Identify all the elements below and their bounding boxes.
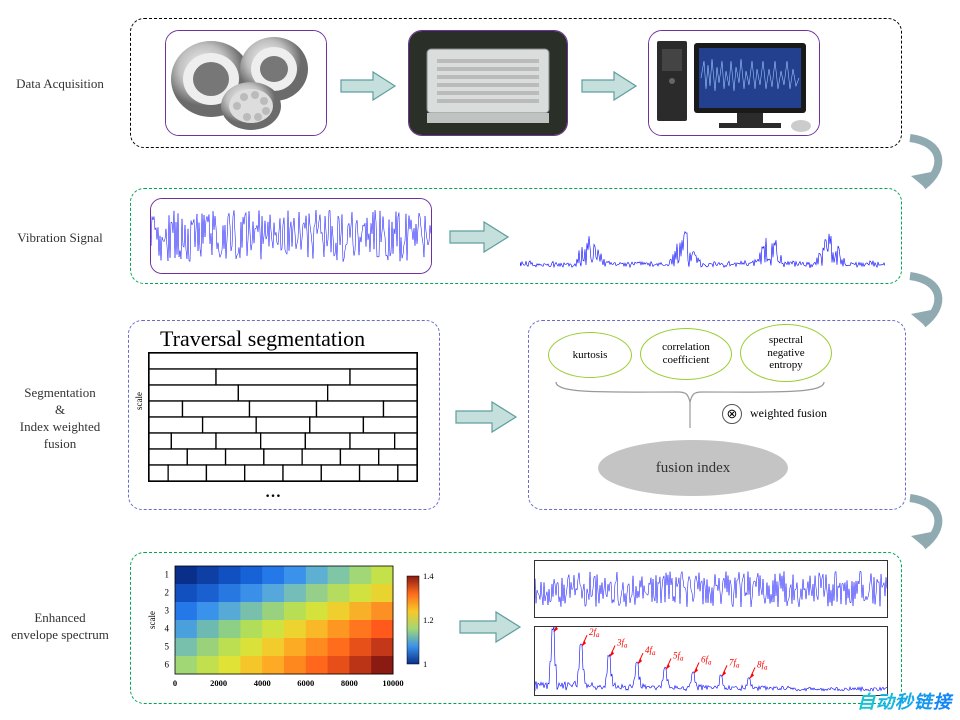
otimes-icon: ⊗ bbox=[722, 404, 742, 424]
wm-char: 链 bbox=[914, 692, 933, 712]
label-seg-amp: & bbox=[55, 402, 65, 417]
svg-text:5fa: 5fa bbox=[673, 651, 684, 663]
svg-text:2: 2 bbox=[165, 588, 170, 598]
svg-text:8000: 8000 bbox=[341, 678, 358, 688]
svg-text:4fa: 4fa bbox=[645, 645, 656, 657]
weighted-fusion-label: weighted fusion bbox=[750, 406, 827, 421]
curve-arrow-3 bbox=[895, 490, 955, 560]
output-signal-bottom: 1fa2fa3fa4fa5fa6fa7fa8fa bbox=[534, 626, 888, 696]
arrow-r1-a bbox=[333, 68, 401, 104]
svg-text:1: 1 bbox=[423, 659, 427, 669]
label-env-b: envelope spectrum bbox=[11, 627, 109, 642]
wm-char: 自 bbox=[857, 692, 876, 712]
processed-signal bbox=[520, 198, 885, 272]
output-signal-top bbox=[534, 560, 888, 618]
oval-entropy: spectral negative entropy bbox=[740, 324, 832, 382]
wm-char: 动 bbox=[876, 692, 895, 712]
segmentation-diagram bbox=[148, 352, 418, 482]
ellipsis: … bbox=[265, 484, 281, 502]
svg-text:2fa: 2fa bbox=[589, 627, 600, 639]
curve-arrow-1 bbox=[895, 130, 955, 200]
watermark: 自动秒链接 bbox=[857, 688, 952, 714]
svg-text:1.2: 1.2 bbox=[423, 615, 434, 625]
svg-text:3fa: 3fa bbox=[616, 638, 628, 650]
traversal-ylabel: scale bbox=[134, 392, 144, 410]
svg-text:8fa: 8fa bbox=[757, 659, 768, 671]
svg-text:5: 5 bbox=[165, 642, 170, 652]
arrow-r4 bbox=[452, 608, 526, 646]
svg-text:1.4: 1.4 bbox=[423, 571, 434, 581]
arrow-r2 bbox=[442, 218, 514, 256]
svg-text:7fa: 7fa bbox=[729, 657, 740, 669]
label-data-acquisition: Data Acquisition bbox=[5, 76, 115, 93]
svg-text:4000: 4000 bbox=[254, 678, 271, 688]
svg-text:2000: 2000 bbox=[210, 678, 227, 688]
label-enhanced-env: Enhanced envelope spectrum bbox=[5, 610, 115, 644]
label-seg-b: Index weighted bbox=[20, 419, 101, 434]
svg-text:1: 1 bbox=[165, 570, 170, 580]
brace-line-down bbox=[688, 400, 692, 428]
traversal-title: Traversal segmentation bbox=[160, 326, 365, 352]
svg-text:6000: 6000 bbox=[297, 678, 314, 688]
raw-signal bbox=[150, 198, 432, 274]
svg-text:6fa: 6fa bbox=[701, 655, 712, 667]
computer-image bbox=[648, 30, 820, 136]
svg-text:scale: scale bbox=[147, 611, 157, 629]
label-segmentation: Segmentation & Index weighted fusion bbox=[5, 385, 115, 453]
heatmap: 1 2 3 4 5 60 2000 4000 6000 8000 10000 scale 1.4 1.2 1 bbox=[145, 560, 445, 692]
arrow-r3 bbox=[448, 398, 522, 436]
svg-text:3: 3 bbox=[165, 606, 170, 616]
wm-char: 接 bbox=[933, 692, 952, 712]
svg-text:10000: 10000 bbox=[382, 678, 403, 688]
wm-char: 秒 bbox=[895, 692, 914, 712]
label-vibration-signal: Vibration Signal bbox=[5, 230, 115, 247]
svg-text:4: 4 bbox=[165, 624, 170, 634]
label-seg-c: fusion bbox=[44, 436, 77, 451]
bearings-image bbox=[165, 30, 327, 136]
daq-image bbox=[408, 30, 568, 136]
arrow-r1-b bbox=[574, 68, 642, 104]
label-seg-a: Segmentation bbox=[24, 385, 96, 400]
oval-correlation: correlation coefficient bbox=[640, 328, 732, 380]
fusion-index: fusion index bbox=[598, 440, 788, 496]
oval-kurtosis: kurtosis bbox=[548, 332, 632, 378]
label-env-a: Enhanced bbox=[34, 610, 85, 625]
svg-text:0: 0 bbox=[173, 678, 177, 688]
svg-text:6: 6 bbox=[165, 660, 170, 670]
